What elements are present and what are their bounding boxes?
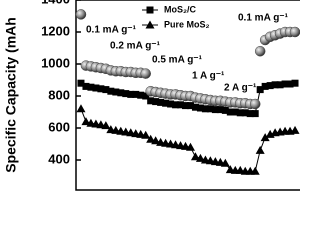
point [141, 130, 151, 139]
point [201, 105, 209, 113]
point [249, 98, 261, 110]
point [151, 136, 161, 145]
point [147, 97, 155, 105]
legend-label: Pure MoS₂ [164, 19, 210, 29]
point [290, 125, 300, 134]
point [195, 153, 205, 162]
point [236, 109, 244, 117]
y-tick-label: 1200 [41, 23, 70, 38]
annotation: 0.5 mA g⁻¹ [152, 55, 203, 66]
point [211, 106, 219, 114]
point [221, 106, 229, 114]
point [172, 101, 180, 109]
point [186, 102, 194, 110]
annotation: 0.1 mA g⁻¹ [238, 13, 289, 24]
point [182, 102, 190, 110]
point [226, 108, 234, 116]
point [167, 100, 175, 108]
point [286, 80, 294, 88]
point [216, 106, 224, 114]
point [92, 84, 100, 92]
point [250, 166, 260, 175]
point [76, 104, 86, 113]
point [137, 91, 145, 99]
point [291, 79, 299, 87]
legend-marker [145, 20, 155, 29]
y-tick-label: 400 [48, 151, 70, 166]
point [289, 26, 300, 38]
annotation: 2 A g⁻¹ [224, 83, 257, 94]
point [87, 83, 95, 91]
chart: Specific Capacity (mAh 400 600 800 1000 1200… [3, 0, 300, 191]
y-tick-label: 1400 [41, 0, 70, 6]
annotation: 1 A g⁻¹ [192, 71, 225, 82]
point [152, 98, 160, 106]
point [251, 110, 259, 118]
point [146, 134, 156, 143]
point [102, 86, 110, 94]
point [77, 79, 85, 87]
point [127, 90, 135, 98]
point [254, 45, 266, 57]
point [107, 87, 115, 95]
y-tick-label: 800 [48, 87, 70, 102]
point [271, 81, 279, 89]
point [241, 109, 249, 117]
point [190, 152, 200, 161]
point [276, 81, 284, 89]
point [256, 86, 264, 94]
point [140, 68, 151, 79]
point [206, 105, 214, 113]
point [231, 108, 239, 116]
point [101, 121, 111, 130]
point [246, 110, 254, 118]
point [191, 103, 199, 111]
point [142, 92, 150, 100]
point [75, 9, 87, 20]
plot-frame [75, 0, 300, 191]
legend-label: MoS₂/C [164, 4, 196, 14]
point [185, 142, 195, 151]
point [260, 133, 270, 142]
y-axis-label: Specific Capacity (mAh [3, 17, 19, 173]
point [281, 80, 289, 88]
point [196, 104, 204, 112]
point [177, 101, 185, 109]
point [97, 85, 105, 93]
annotation: 0.2 mA g⁻¹ [110, 41, 161, 52]
point [157, 98, 165, 106]
page: {"chart_data": {"type": "scatter", "y_la… [2, 0, 300, 191]
point [261, 82, 269, 90]
legend-marker [146, 6, 154, 14]
point [266, 82, 274, 90]
point [132, 90, 140, 98]
annotation: 0.1 mA g⁻¹ [86, 25, 137, 36]
point [122, 90, 130, 98]
point [112, 88, 120, 96]
point [82, 82, 90, 90]
y-tick-label: 1000 [41, 55, 70, 70]
point [220, 158, 230, 167]
y-tick-label: 600 [48, 119, 70, 134]
point [81, 117, 91, 126]
point [255, 145, 265, 154]
point [117, 89, 125, 97]
point [162, 99, 170, 107]
